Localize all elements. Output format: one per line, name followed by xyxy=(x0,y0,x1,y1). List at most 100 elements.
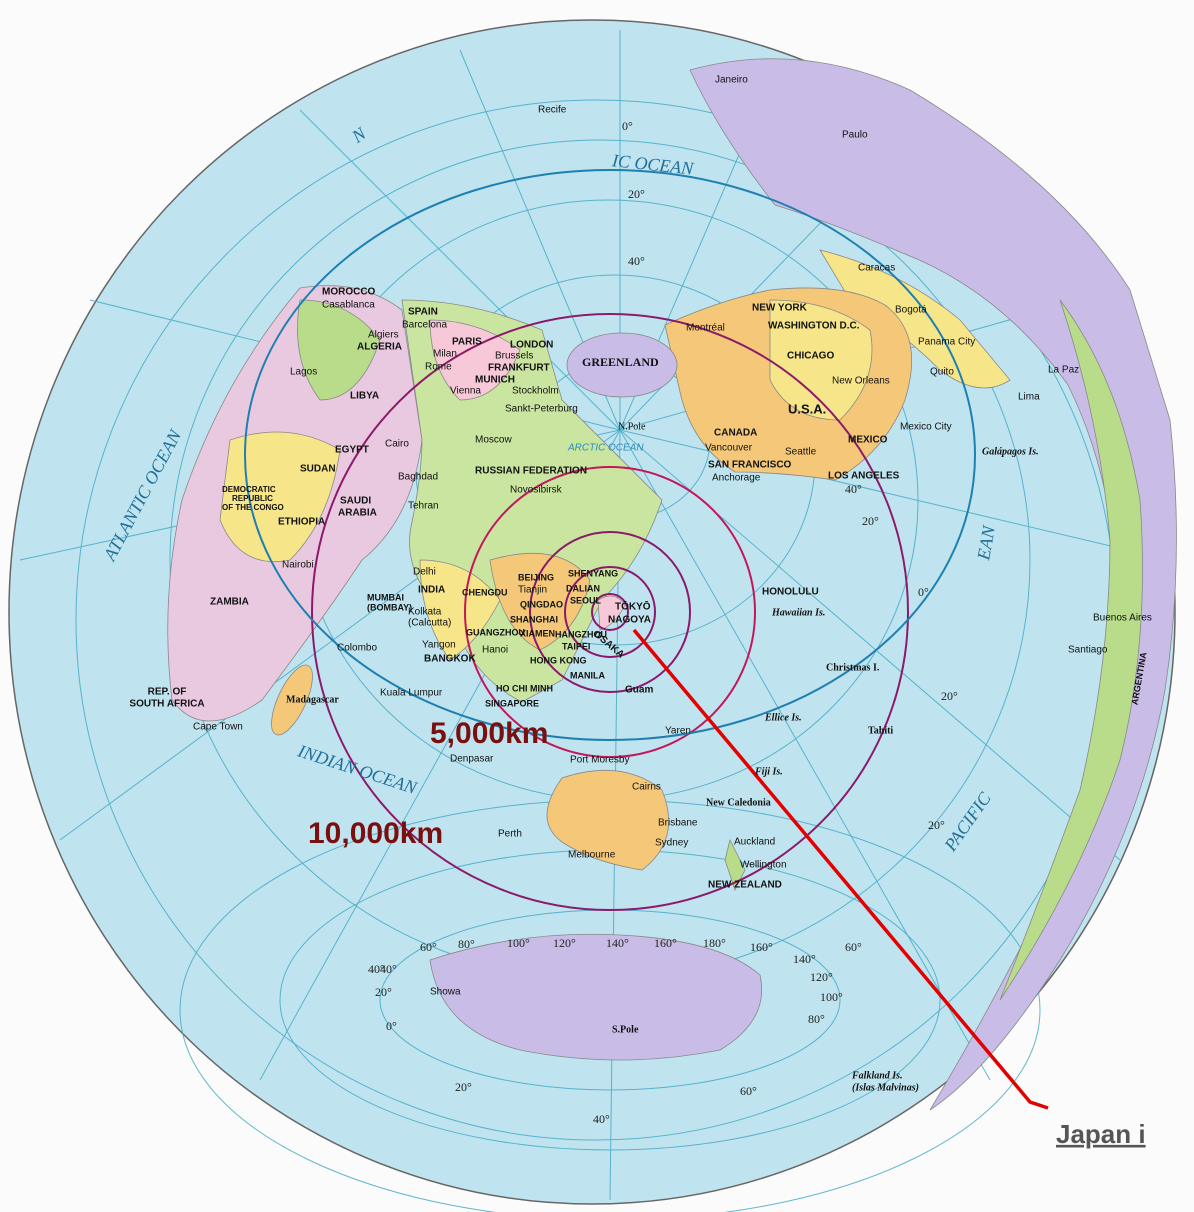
place-label: Galápagos Is. xyxy=(982,446,1039,457)
antarctica xyxy=(429,933,762,1061)
degree-label: 140° xyxy=(606,936,629,950)
distance-label: 5,000km xyxy=(430,717,548,750)
callout-text: Japan i xyxy=(1056,1119,1146,1149)
place-label: NEW YORK xyxy=(752,303,808,314)
degree-label: 20° xyxy=(375,985,392,999)
place-label: Casablanca xyxy=(322,300,375,311)
place-label: GUANGZHOU xyxy=(466,627,525,637)
place-label: Melbourne xyxy=(568,850,616,861)
place-label: (Islas Malvinas) xyxy=(852,1082,919,1093)
place-label: SEOUL xyxy=(570,595,602,605)
degree-label: 40° xyxy=(845,482,862,496)
place-label: Janeiro xyxy=(715,75,748,86)
place-label: Brussels xyxy=(495,351,533,362)
place-label: N.Pole xyxy=(618,421,646,432)
place-label: Colombo xyxy=(337,643,377,654)
degree-label: 40° xyxy=(368,962,385,976)
place-label: SAN FRANCISCO xyxy=(708,460,792,471)
japan xyxy=(597,595,626,631)
callout-line xyxy=(632,628,1049,1110)
place-label: Sydney xyxy=(655,838,688,849)
place-label: ALGERIA xyxy=(357,342,402,353)
place-label: HONG KONG xyxy=(530,655,587,665)
place-label: Hawaiian Is. xyxy=(771,607,825,618)
place-label: Bogotá xyxy=(895,305,927,316)
place-label: Wellington xyxy=(740,860,787,871)
place-label: SINGAPORE xyxy=(485,698,539,708)
place-label: ETHIOPIA xyxy=(278,517,325,528)
place-label: Rome xyxy=(425,362,452,373)
place-label: Algiers xyxy=(368,330,399,341)
place-label: Buenos Aires xyxy=(1093,613,1152,624)
degree-label: 140° xyxy=(793,952,816,966)
place-label: Brisbane xyxy=(658,818,698,829)
place-label: OF THE CONGO xyxy=(222,503,284,512)
place-label: Panama City xyxy=(918,337,975,348)
place-label: Yaren xyxy=(665,726,691,737)
place-label: Vancouver xyxy=(705,443,753,454)
place-label: MANILA xyxy=(570,670,605,680)
place-label: Seattle xyxy=(785,447,817,458)
place-label: BEIJING xyxy=(518,572,554,582)
place-label: Santiago xyxy=(1068,645,1108,656)
place-label: Tahiti xyxy=(868,725,893,736)
place-label: Christmas I. xyxy=(826,662,880,673)
place-label: Barcelona xyxy=(402,320,447,331)
degree-label: 160° xyxy=(750,940,773,954)
degree-label: 160° xyxy=(654,936,677,950)
degree-label: 20° xyxy=(928,818,945,832)
degree-label: 40° xyxy=(628,254,645,268)
place-label: Mexico City xyxy=(900,422,952,433)
place-label: Guam xyxy=(625,685,653,696)
place-label: Auckland xyxy=(734,837,775,848)
place-label: CHENGDU xyxy=(462,587,508,597)
place-label: ARCTIC OCEAN xyxy=(567,443,644,454)
place-label: FRANKFURT xyxy=(488,363,550,374)
degree-label: 0° xyxy=(386,1019,397,1033)
place-label: Moscow xyxy=(475,435,512,446)
europe xyxy=(429,319,521,401)
place-label: Perth xyxy=(498,829,522,840)
north-africa xyxy=(297,299,381,401)
place-label: EGYPT xyxy=(335,445,369,456)
place-label: QINGDAO xyxy=(520,599,563,609)
place-label: DEMOCRATIC xyxy=(222,485,276,494)
place-label: REPUBLIC xyxy=(232,494,273,503)
place-label: Ellice Is. xyxy=(764,712,802,723)
place-label: Hanoi xyxy=(482,645,508,656)
place-label: SPAIN xyxy=(408,307,438,318)
place-label: Anchorage xyxy=(712,473,761,484)
place-label: LONDON xyxy=(510,340,553,351)
place-label: HO CHI MINH xyxy=(496,683,553,693)
place-label: Tehran xyxy=(408,501,439,512)
place-label: MEXICO xyxy=(848,435,888,446)
place-label: PARIS xyxy=(452,337,482,348)
degree-label: 80° xyxy=(808,1012,825,1026)
degree-label: 120° xyxy=(553,936,576,950)
distance-rings xyxy=(244,169,976,911)
ring xyxy=(244,169,976,741)
place-label: SHENYANG xyxy=(568,568,618,578)
ring xyxy=(464,466,756,758)
degree-label: 60° xyxy=(420,940,437,954)
place-label: ZAMBIA xyxy=(210,597,249,608)
place-label: GREENLAND xyxy=(582,355,659,369)
degree-label: 20° xyxy=(941,689,958,703)
place-label: SAUDI xyxy=(340,496,371,507)
greenland xyxy=(566,332,678,398)
place-label: Kuala Lumpur xyxy=(380,688,443,699)
australia xyxy=(546,769,669,871)
place-label: Yangon xyxy=(422,640,456,651)
degree-label: 0° xyxy=(622,119,633,133)
place-label: Kolkata xyxy=(408,607,442,618)
place-label: Caracas xyxy=(858,263,895,274)
place-label: LIBYA xyxy=(350,391,379,402)
place-label: Tianjin xyxy=(518,585,547,596)
degree-label: 100° xyxy=(820,990,843,1004)
place-label: Lima xyxy=(1018,392,1040,403)
degree-label: 0° xyxy=(918,585,929,599)
place-label: TAIPEI xyxy=(562,641,590,651)
place-label: New Caledonia xyxy=(706,797,771,808)
